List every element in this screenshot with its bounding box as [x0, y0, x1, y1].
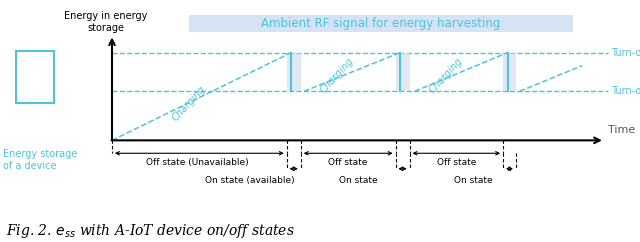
Text: Off state: Off state — [436, 159, 476, 167]
Bar — [189, 15, 573, 32]
Text: Charging: Charging — [170, 84, 207, 123]
Text: Charging: Charging — [428, 56, 465, 95]
Bar — [503, 53, 516, 91]
Text: Fig. 2. $e_{ss}$ with A-IoT device on/off states: Fig. 2. $e_{ss}$ with A-IoT device on/of… — [6, 222, 295, 240]
Text: Charging: Charging — [319, 56, 356, 95]
Text: On state (available): On state (available) — [205, 176, 294, 185]
Bar — [16, 51, 54, 103]
Text: On state: On state — [339, 176, 378, 185]
Bar — [396, 53, 410, 91]
Text: Ambient RF signal for energy harvesting: Ambient RF signal for energy harvesting — [261, 17, 500, 30]
Text: Off state: Off state — [328, 159, 368, 167]
Text: Time: Time — [608, 125, 636, 135]
Text: Turn-off threshold: Turn-off threshold — [611, 86, 640, 96]
Text: Turn-on threshold: Turn-on threshold — [611, 48, 640, 58]
Text: On state: On state — [454, 176, 493, 185]
Text: Off state (Unavailable): Off state (Unavailable) — [146, 159, 248, 167]
Text: Energy storage
of a device: Energy storage of a device — [3, 149, 77, 171]
Bar — [287, 53, 301, 91]
Text: Energy in energy
storage: Energy in energy storage — [64, 11, 147, 33]
